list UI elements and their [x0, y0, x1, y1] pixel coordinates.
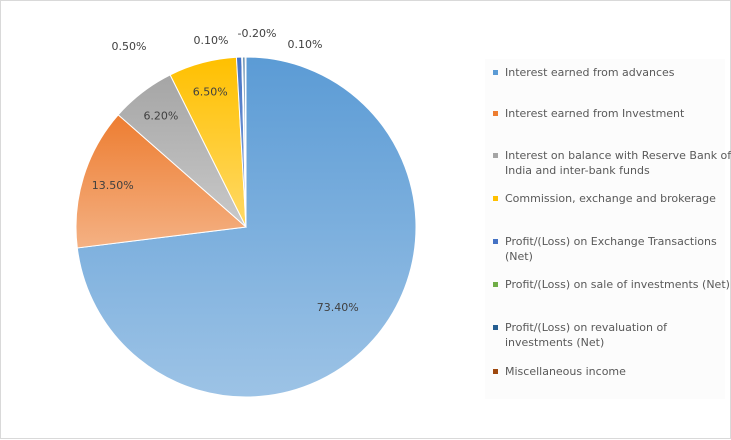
- legend-item: Interest earned from advances: [493, 65, 731, 80]
- data-label: 6.50%: [193, 85, 228, 98]
- legend-item: Interest on balance with Reserve Bank of…: [493, 148, 731, 178]
- legend-item: Miscellaneous income: [493, 364, 731, 379]
- legend-item: Profit/(Loss) on Exchange Transactions (…: [493, 234, 731, 264]
- legend-swatch: [493, 70, 498, 75]
- pie-slice: [75, 114, 248, 249]
- legend-item: Commission, exchange and brokerage: [493, 191, 731, 206]
- data-label: -0.20%: [238, 27, 277, 40]
- legend-label: Interest earned from advances: [505, 66, 675, 79]
- data-label: 73.40%: [317, 301, 359, 314]
- legend-item: Profit/(Loss) on revaluation of investme…: [493, 320, 731, 350]
- legend: Interest earned from advances Interest ea…: [485, 59, 731, 399]
- legend-swatch: [493, 153, 498, 158]
- legend-label: Profit/(Loss) on Exchange Transactions (…: [505, 235, 717, 263]
- legend-item: Interest earned from Investment: [493, 106, 731, 121]
- pie-slice: [244, 56, 247, 228]
- legend-label: Commission, exchange and brokerage: [505, 192, 716, 205]
- data-label: 0.50%: [112, 40, 147, 53]
- legend-label: Interest earned from Investment: [505, 107, 685, 120]
- legend-item: Profit/(Loss) on sale of investments (Ne…: [493, 277, 731, 292]
- data-label: 13.50%: [92, 179, 134, 192]
- legend-swatch: [493, 111, 498, 116]
- legend-label: Interest on balance with Reserve Bank of…: [505, 149, 731, 177]
- legend-swatch: [493, 282, 498, 287]
- legend-label: Profit/(Loss) on sale of investments (Ne…: [505, 278, 730, 291]
- legend-swatch: [493, 239, 498, 244]
- data-label: 6.20%: [143, 110, 178, 123]
- legend-label: Profit/(Loss) on revaluation of investme…: [505, 321, 668, 349]
- legend-swatch: [493, 196, 498, 201]
- legend-swatch: [493, 369, 498, 374]
- data-label: 0.10%: [288, 38, 323, 51]
- legend-label: Miscellaneous income: [505, 365, 626, 378]
- legend-swatch: [493, 325, 498, 330]
- data-label: 0.10%: [194, 34, 229, 47]
